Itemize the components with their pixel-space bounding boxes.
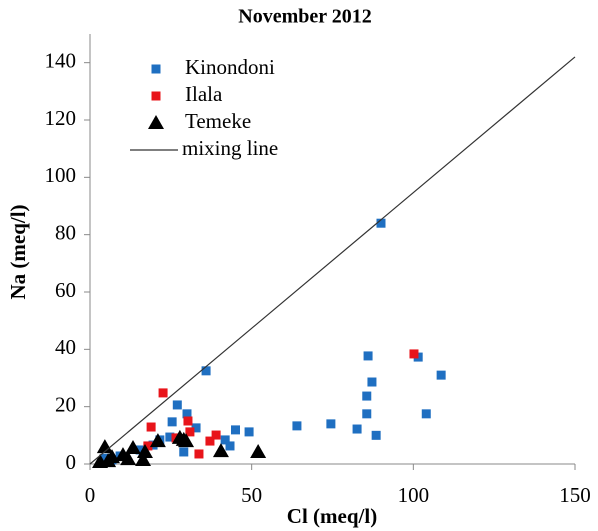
- point: [191, 423, 201, 433]
- point: [100, 453, 110, 463]
- point: [371, 430, 381, 440]
- y-tick-label: 20: [55, 392, 76, 416]
- point: [211, 430, 221, 440]
- legend-swatch: [151, 64, 161, 74]
- point: [250, 443, 267, 458]
- point: [362, 391, 372, 401]
- point: [409, 349, 419, 359]
- point: [367, 377, 377, 387]
- point: [244, 427, 254, 437]
- legend-label: Kinondoni: [185, 55, 275, 79]
- point: [362, 409, 372, 419]
- point: [212, 443, 229, 458]
- point: [149, 433, 166, 448]
- legend-label: Ilala: [185, 82, 223, 106]
- point: [178, 433, 195, 448]
- mixing-line: [89, 56, 576, 465]
- y-tick-label: 40: [55, 335, 76, 359]
- point: [165, 432, 175, 442]
- y-tick-label: 120: [45, 106, 77, 130]
- y-tick-label: 140: [45, 48, 77, 72]
- x-tick-label: 0: [85, 483, 96, 507]
- point: [231, 425, 240, 435]
- point: [146, 422, 156, 432]
- point: [201, 366, 211, 376]
- point: [292, 421, 302, 431]
- legend-label: Temeke: [185, 109, 251, 133]
- point: [376, 218, 386, 228]
- point: [135, 451, 152, 466]
- point: [225, 441, 235, 451]
- y-tick-label: 80: [55, 220, 76, 244]
- legend-swatch: [151, 91, 161, 101]
- point: [158, 388, 168, 398]
- legend-label: mixing line: [182, 136, 278, 160]
- point: [352, 424, 362, 434]
- x-tick-label: 50: [241, 483, 262, 507]
- y-tick-label: 60: [55, 278, 76, 302]
- point: [326, 419, 336, 429]
- point: [143, 441, 153, 451]
- y-axis-label: Na (meq/l): [6, 204, 30, 299]
- x-tick-label: 150: [559, 483, 591, 507]
- point: [205, 436, 215, 446]
- point: [194, 449, 204, 459]
- point: [179, 447, 189, 457]
- point: [135, 445, 145, 455]
- point: [185, 427, 195, 437]
- x-tick-label: 100: [398, 483, 430, 507]
- point: [125, 439, 142, 454]
- point: [363, 351, 373, 361]
- point: [100, 453, 117, 468]
- point: [421, 409, 431, 419]
- point: [183, 416, 193, 426]
- x-axis-label: Cl (meq/l): [287, 504, 377, 528]
- point: [220, 435, 230, 445]
- chart-title: November 2012: [238, 6, 372, 28]
- y-tick-label: 100: [45, 163, 77, 187]
- point: [136, 443, 153, 458]
- y-tick-label: 0: [66, 450, 77, 474]
- point: [96, 439, 113, 454]
- point: [167, 417, 177, 427]
- point: [120, 451, 137, 466]
- point: [182, 409, 192, 419]
- point: [172, 400, 182, 410]
- point: [436, 370, 446, 380]
- legend-swatch: [148, 115, 164, 129]
